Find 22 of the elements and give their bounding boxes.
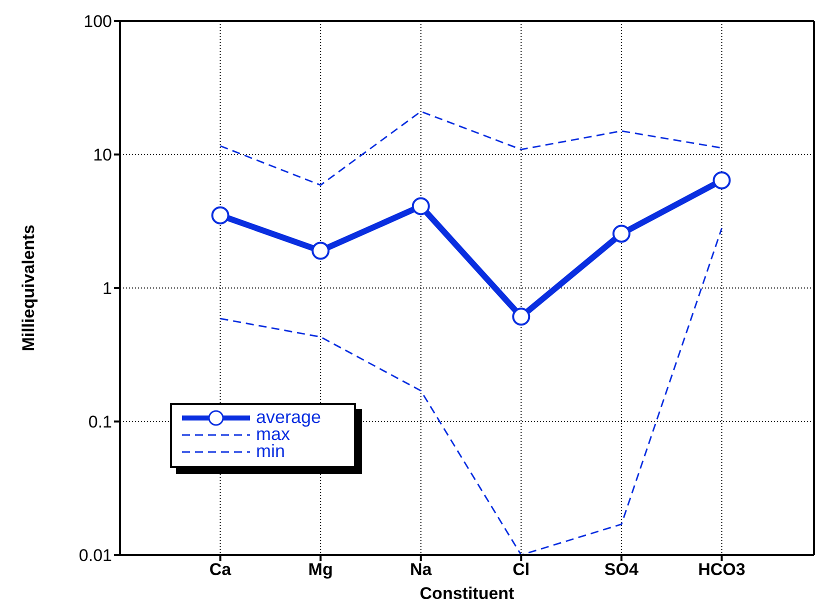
point <box>312 242 330 260</box>
point <box>512 308 530 326</box>
x-axis-title: Constituent <box>420 584 515 599</box>
x-tick-label: HCO3 <box>698 560 746 580</box>
point <box>412 197 430 216</box>
y-tick-label: 0.1 <box>88 412 112 432</box>
x-tick-label: SO4 <box>604 560 639 580</box>
x-tick-label: Na <box>410 560 432 580</box>
y-tick-label: 1 <box>102 279 112 298</box>
y-tick-label: 100 <box>84 12 112 32</box>
point <box>712 171 731 190</box>
x-tick-label: Mg <box>308 560 333 580</box>
y-axis-title: Milliequivalents <box>19 224 38 352</box>
y-tick-label: 10 <box>93 146 112 165</box>
point <box>211 206 230 224</box>
line-series <box>220 110 722 186</box>
x-tick-label: Cl <box>512 560 530 580</box>
legend-label: min <box>256 441 286 462</box>
x-tick-label: Ca <box>209 560 232 580</box>
y-tick-label: 0.01 <box>78 546 112 566</box>
point <box>612 224 630 243</box>
line-series <box>220 228 722 555</box>
